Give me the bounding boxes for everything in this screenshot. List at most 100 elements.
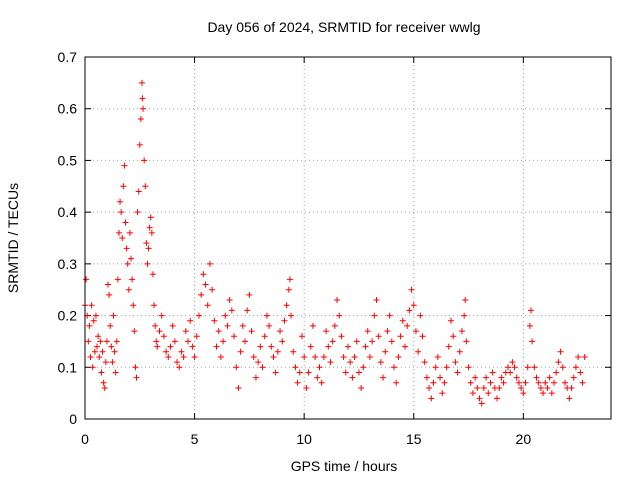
- data-point: [320, 353, 327, 360]
- data-point: [546, 374, 553, 381]
- data-point: [314, 374, 321, 381]
- grid-lines: [85, 57, 611, 419]
- data-point: [366, 353, 373, 360]
- data-point: [125, 286, 132, 293]
- data-point: [103, 338, 110, 345]
- data-point: [100, 379, 107, 386]
- data-point: [180, 353, 187, 360]
- data-point: [91, 348, 98, 355]
- data-point: [474, 384, 481, 391]
- data-point: [88, 302, 95, 309]
- data-point: [487, 379, 494, 386]
- data-point: [87, 353, 94, 360]
- data-point: [144, 260, 151, 267]
- data-point: [364, 328, 371, 335]
- data-point: [90, 317, 97, 324]
- data-point: [575, 353, 582, 360]
- data-point: [272, 369, 279, 376]
- data-point: [485, 390, 492, 397]
- data-point: [222, 312, 229, 319]
- y-tick-label: 0.1: [58, 359, 78, 375]
- data-point: [362, 343, 369, 350]
- data-point: [312, 353, 319, 360]
- data-point: [380, 374, 387, 381]
- data-point: [323, 328, 330, 335]
- data-point: [128, 255, 135, 262]
- chart-title: Day 056 of 2024, SRMTID for receiver wwl…: [207, 19, 480, 35]
- data-point: [151, 302, 158, 309]
- data-point: [123, 245, 130, 252]
- data-point: [461, 312, 468, 319]
- data-point: [112, 369, 119, 376]
- data-point: [469, 390, 476, 397]
- data-point: [399, 317, 406, 324]
- data-point: [145, 245, 152, 252]
- data-point: [153, 338, 160, 345]
- y-tick-label: 0.2: [58, 308, 78, 324]
- data-point: [349, 374, 356, 381]
- data-point: [255, 359, 262, 366]
- data-point: [462, 297, 469, 304]
- data-point: [535, 379, 542, 386]
- data-point: [126, 229, 133, 236]
- x-tick-label: 15: [406, 431, 422, 447]
- data-point: [147, 214, 154, 221]
- data-point: [572, 364, 579, 371]
- data-point: [515, 379, 522, 386]
- data-point: [524, 364, 531, 371]
- data-point: [412, 328, 419, 335]
- data-point: [165, 353, 172, 360]
- data-point: [129, 276, 136, 283]
- data-point: [557, 348, 564, 355]
- data-point: [494, 395, 501, 402]
- data-point: [417, 312, 424, 319]
- data-point: [531, 364, 538, 371]
- data-point: [340, 353, 347, 360]
- data-point: [518, 384, 525, 391]
- data-point: [200, 271, 207, 278]
- data-point: [101, 384, 108, 391]
- data-point: [102, 359, 109, 366]
- data-point: [360, 364, 367, 371]
- x-tick-label: 5: [191, 431, 199, 447]
- data-point: [581, 353, 588, 360]
- data-point: [406, 307, 413, 314]
- axis-ticks: 0 0.1 0.2 0.3 0.4 0.5 0.6 0.7 0 5 10 15 20: [58, 49, 611, 447]
- data-point: [237, 348, 244, 355]
- data-point: [209, 286, 216, 293]
- data-point: [498, 374, 505, 381]
- data-point: [555, 359, 562, 366]
- data-point: [220, 338, 227, 345]
- y-tick-label: 0.7: [58, 49, 78, 65]
- data-point: [456, 348, 463, 355]
- data-point: [307, 343, 314, 350]
- data-point: [496, 384, 503, 391]
- data-point: [437, 374, 444, 381]
- data-point: [224, 322, 231, 329]
- data-point: [537, 384, 544, 391]
- data-point: [119, 235, 126, 241]
- data-point: [95, 333, 102, 340]
- data-point: [355, 369, 362, 376]
- data-point: [426, 384, 433, 391]
- data-point: [94, 343, 101, 350]
- data-point: [131, 328, 138, 335]
- data-point: [86, 322, 93, 329]
- data-point: [185, 338, 192, 345]
- data-point: [213, 343, 220, 350]
- data-point: [109, 359, 116, 366]
- data-point: [375, 333, 382, 340]
- data-point: [202, 281, 209, 288]
- data-point: [226, 297, 233, 304]
- data-point: [241, 338, 248, 345]
- data-point: [139, 95, 146, 102]
- data-point: [347, 359, 354, 366]
- data-point: [334, 297, 341, 304]
- y-axis-label: SRMTID / TECUs: [5, 183, 21, 293]
- data-point: [377, 359, 384, 366]
- data-point: [318, 379, 325, 386]
- data-point: [195, 312, 202, 319]
- data-point: [369, 338, 376, 345]
- data-point: [292, 364, 299, 371]
- data-point: [193, 333, 200, 340]
